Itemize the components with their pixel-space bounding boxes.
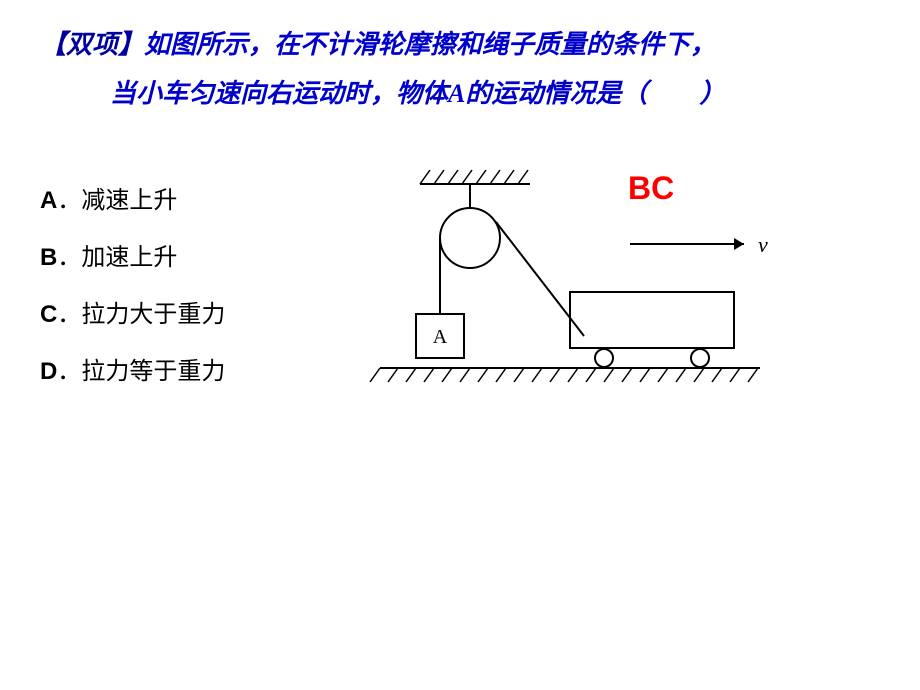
option-text: ．拉力等于重力 — [57, 359, 225, 385]
physics-diagram: Av — [330, 164, 770, 424]
option-D: D．拉力等于重力 — [40, 351, 225, 386]
option-letter: B — [40, 244, 57, 271]
svg-text:v: v — [758, 232, 768, 257]
option-A: A．减速上升 — [40, 180, 225, 215]
option-C: C．拉力大于重力 — [40, 294, 225, 329]
option-B: B．加速上升 — [40, 237, 225, 272]
options-list: A．减速上升 B．加速上升 C．拉力大于重力 D．拉力等于重力 — [40, 180, 225, 408]
question-line1: 如图所示，在不计滑轮摩擦和绳子质量的条件下， — [144, 30, 716, 59]
question-tag: 【双项】 — [40, 30, 144, 59]
svg-text:A: A — [433, 326, 448, 348]
option-text: ．加速上升 — [57, 245, 177, 271]
option-letter: A — [40, 187, 57, 214]
option-text: ．拉力大于重力 — [57, 302, 225, 328]
option-letter: D — [40, 358, 57, 385]
option-letter: C — [40, 301, 57, 328]
question-text: 【双项】如图所示，在不计滑轮摩擦和绳子质量的条件下， 当小车匀速向右运动时，物体… — [40, 20, 900, 119]
option-text: ．减速上升 — [57, 188, 177, 214]
question-line2: 当小车匀速向右运动时，物体A的运动情况是（ ） — [40, 79, 725, 108]
